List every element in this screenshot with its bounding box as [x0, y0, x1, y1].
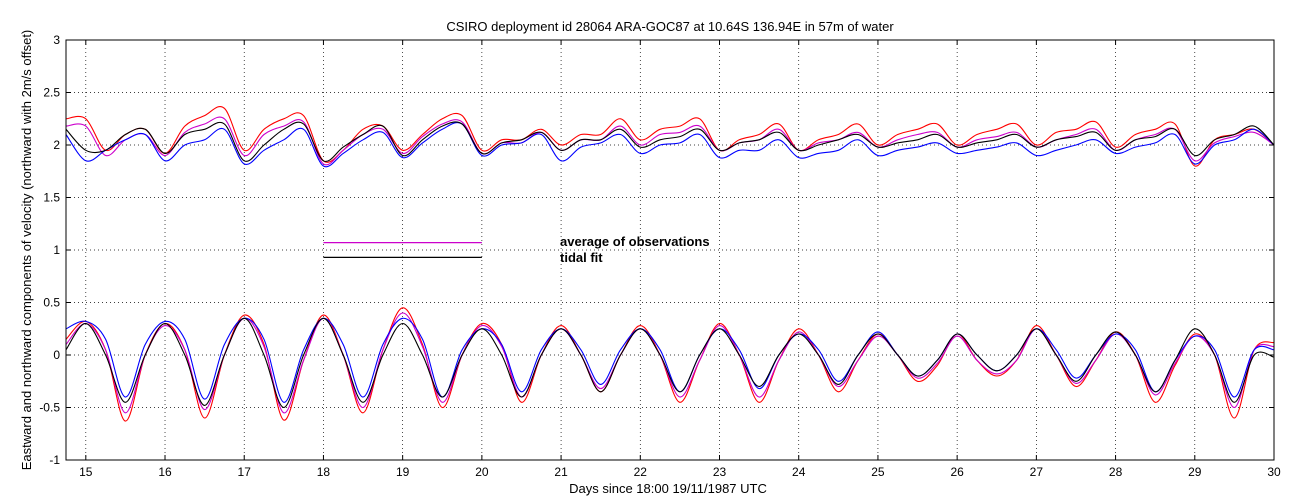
- x-tick-label: 15: [79, 465, 93, 479]
- x-tick-label: 23: [713, 465, 727, 479]
- northward-series-blue: [65, 121, 1275, 168]
- y-tick-label: 0: [53, 348, 60, 362]
- x-tick-label: 29: [1188, 465, 1202, 479]
- x-tick-label: 24: [792, 465, 806, 479]
- series-layer: [65, 106, 1275, 422]
- tick-layer: 15 16 17 18 19 20 21 22 23 24 25 26 27 28 29 30-1-0.500…: [39, 33, 1281, 479]
- x-tick-label: 17: [238, 465, 252, 479]
- northward-series-black: [65, 121, 1275, 163]
- eastward-series-blue: [65, 317, 1275, 403]
- grid-layer: [66, 40, 1274, 460]
- chart-title: CSIRO deployment id 28064 ARA-GOC87 at 1…: [446, 19, 894, 34]
- y-tick-label: -0.5: [39, 401, 60, 415]
- northward-series-red: [65, 106, 1275, 167]
- legend-label-average-of-observations: average of observations: [560, 234, 710, 249]
- x-tick-label: 22: [634, 465, 648, 479]
- x-tick-label: 28: [1109, 465, 1123, 479]
- x-tick-label: 26: [950, 465, 964, 479]
- y-tick-label: 1: [53, 243, 60, 257]
- x-tick-label: 27: [1030, 465, 1044, 479]
- y-tick-label: 3: [53, 33, 60, 47]
- eastward-series-black: [65, 317, 1275, 409]
- x-tick-label: 20: [475, 465, 489, 479]
- y-tick-label: -1: [49, 453, 60, 467]
- northward-series-magenta: [65, 116, 1275, 166]
- x-tick-label: 30: [1267, 465, 1281, 479]
- y-tick-label: 1.5: [43, 191, 60, 205]
- y-axis-label: Eastward and northward components of vel…: [19, 30, 34, 471]
- y-tick-label: 2.5: [43, 86, 60, 100]
- x-tick-label: 25: [871, 465, 885, 479]
- x-tick-label: 21: [554, 465, 568, 479]
- x-axis-label: Days since 18:00 19/11/1987 UTC: [569, 481, 767, 496]
- legend: average of observations tidal fit: [323, 234, 710, 265]
- y-tick-label: 0.5: [43, 296, 60, 310]
- x-tick-label: 19: [396, 465, 410, 479]
- legend-label-tidal-fit: tidal fit: [560, 250, 603, 265]
- x-tick-label: 18: [317, 465, 331, 479]
- x-tick-label: 16: [158, 465, 172, 479]
- y-tick-label: 2: [53, 138, 60, 152]
